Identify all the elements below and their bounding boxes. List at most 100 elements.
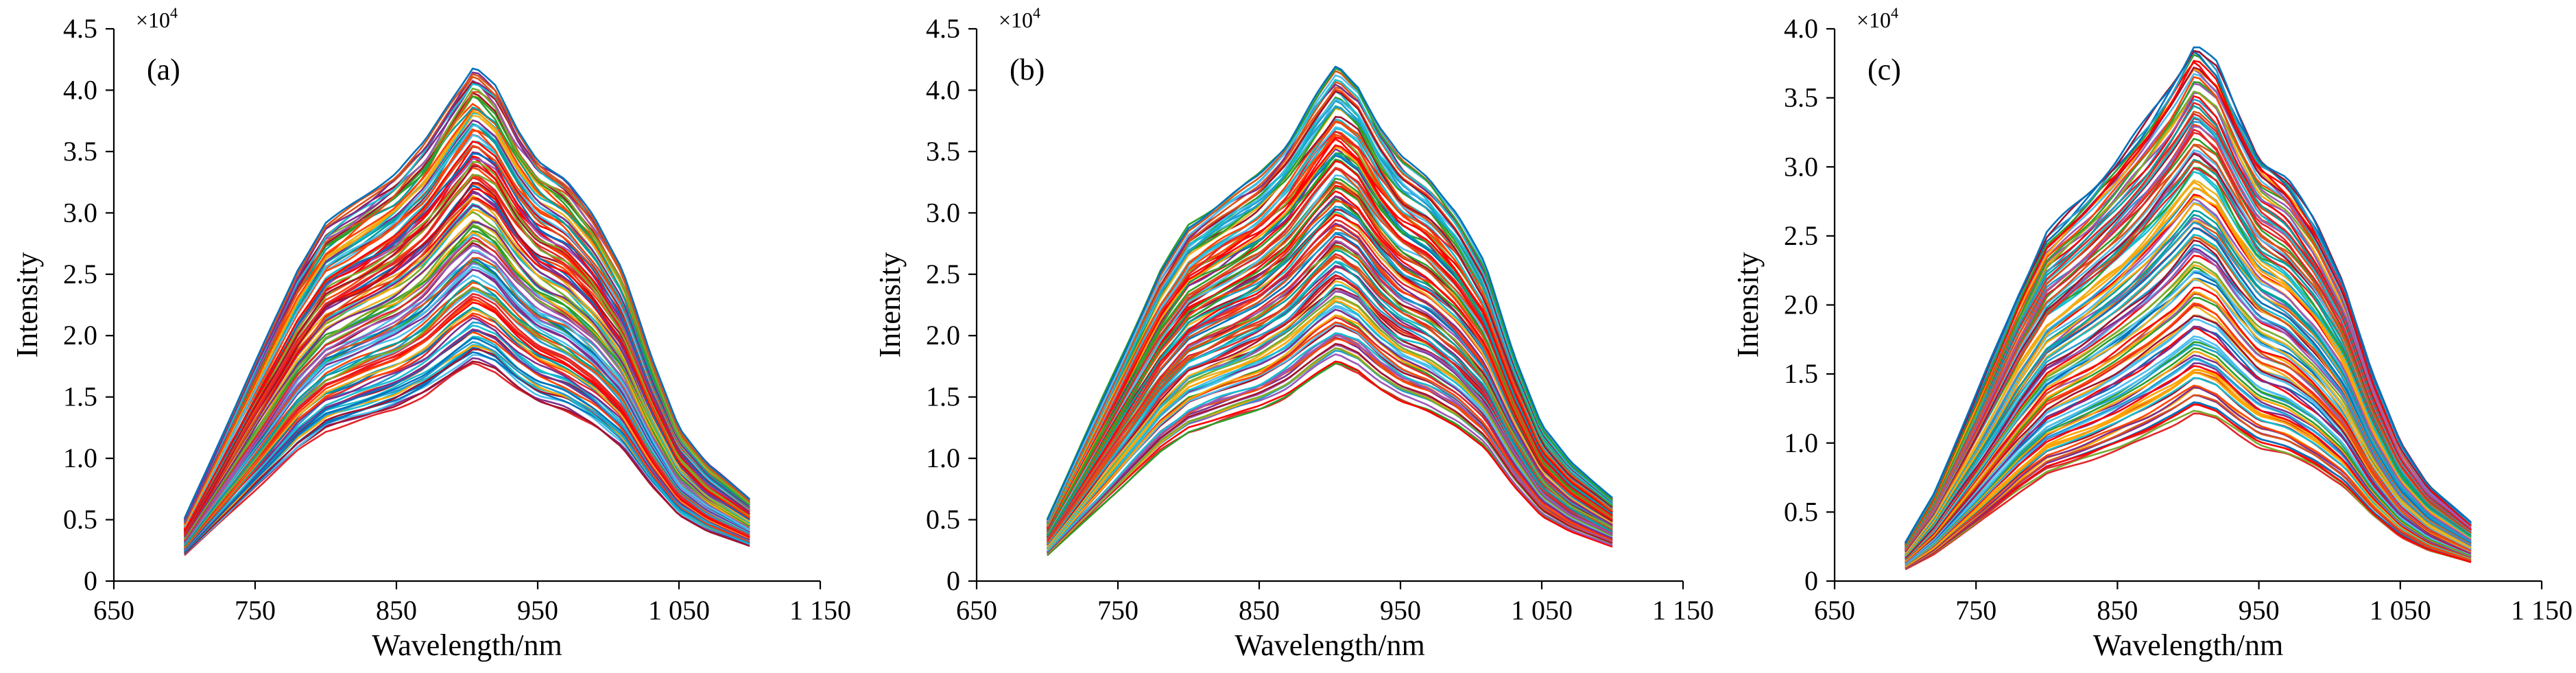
chart-panel-b: 650 750 850 950 1 050 1 150 0 0.5 1.0 1.5 2.0 2.5 3.… — [873, 4, 1714, 662]
y-tick-label: 4.0 — [926, 74, 960, 105]
spectrum-line — [1905, 351, 2472, 566]
y-tick-label: 0.5 — [1784, 496, 1818, 527]
x-tick-label: 750 — [1097, 595, 1138, 626]
spectrum-line — [1905, 302, 2472, 563]
y-multiplier-exponent: 4 — [170, 4, 178, 21]
x-tick-label: 650 — [1814, 595, 1855, 626]
x-axis-title: Wavelength/nm — [2093, 628, 2284, 662]
spectrum-line — [1905, 347, 2472, 566]
spectrum-line — [1905, 384, 2472, 568]
y-tick-label: 4.5 — [926, 13, 960, 44]
y-axis-title: Intensity — [10, 252, 44, 358]
spectrum-line — [184, 317, 750, 551]
y-tick-label: 3.0 — [1784, 151, 1818, 182]
y-multiplier-base: ×10 — [136, 8, 170, 32]
y-tick-label: 2.5 — [63, 259, 97, 290]
spectrum-line — [183, 219, 750, 537]
chart-panel-c: 650 750 850 950 1 050 1 150 0 0.5 1.0 1.5 2.0 2.5 3.… — [1731, 4, 2573, 662]
x-tick-label: 950 — [1380, 595, 1421, 626]
x-tick-label: 950 — [517, 595, 558, 626]
y-multiplier-exponent: 4 — [1033, 4, 1040, 21]
spectrum-line — [1905, 357, 2472, 567]
spectrum-line — [1046, 247, 1613, 540]
spectra-group — [183, 67, 750, 556]
panel-label-a: (a) — [147, 53, 180, 86]
y-tick-label: 0 — [1804, 565, 1818, 596]
spectrum-line — [1905, 365, 2472, 567]
spectrum-line — [184, 309, 750, 549]
panel-label-b: (b) — [1010, 53, 1045, 86]
y-tick-label: 2.5 — [1784, 220, 1818, 251]
spectrum-line — [1905, 403, 2472, 569]
y-tick-label: 0.5 — [926, 504, 960, 535]
y-tick-label: 1.0 — [926, 442, 960, 473]
y-multiplier-label: ×104 — [999, 4, 1040, 32]
y-tick-label: 1.0 — [63, 442, 97, 473]
x-tick-label: 1 050 — [1511, 595, 1573, 626]
spectra-group — [1904, 46, 2472, 571]
x-tick-label: 1 150 — [789, 595, 851, 626]
y-tick-label: 3.5 — [1784, 82, 1818, 113]
x-tick-label: 850 — [2097, 595, 2138, 626]
x-tick-label: 950 — [2239, 595, 2280, 626]
y-tick-label: 0.5 — [63, 504, 97, 535]
spectrum-line — [1047, 347, 1613, 554]
spectrum-line — [1904, 46, 2472, 543]
x-tick-label: 850 — [1239, 595, 1280, 626]
y-tick-label: 0 — [946, 565, 960, 596]
panel-label-c: (c) — [1868, 53, 1901, 86]
y-tick-label: 1.0 — [1784, 427, 1818, 458]
x-tick-label: 1 050 — [2370, 595, 2431, 626]
spectra-group — [1046, 65, 1613, 556]
x-axis-title: Wavelength/nm — [1235, 628, 1425, 662]
x-axis-title: Wavelength/nm — [372, 628, 562, 662]
y-multiplier-base: ×10 — [999, 8, 1033, 32]
y-tick-label: 3.5 — [926, 136, 960, 167]
spectrum-line — [183, 231, 750, 539]
y-tick-label: 1.5 — [926, 381, 960, 412]
spectrum-line — [1905, 387, 2472, 569]
y-multiplier-exponent: 4 — [1891, 4, 1898, 21]
y-tick-label: 4.0 — [63, 74, 97, 105]
spectrum-line — [1047, 360, 1613, 555]
spectrum-line — [1046, 270, 1613, 545]
x-tick-label: 1 050 — [648, 595, 710, 626]
spectrum-line — [1905, 209, 2472, 556]
spectrum-line — [1046, 255, 1613, 543]
y-tick-label: 1.5 — [63, 381, 97, 412]
spectrum-line — [1905, 244, 2472, 558]
spectrum-line — [183, 279, 750, 547]
y-tick-label: 3.0 — [926, 197, 960, 228]
spectrum-line — [183, 67, 750, 519]
x-tick-label: 750 — [1955, 595, 1996, 626]
spectrum-line — [1046, 65, 1613, 521]
spectrum-line — [1905, 372, 2472, 568]
y-multiplier-label: ×104 — [1857, 4, 1898, 32]
y-tick-label: 2.0 — [926, 320, 960, 351]
spectrum-line — [183, 128, 750, 529]
y-tick-label: 3.5 — [63, 136, 97, 167]
y-tick-label: 2.5 — [926, 259, 960, 290]
spectrum-line — [183, 298, 750, 547]
x-tick-label: 650 — [956, 595, 997, 626]
x-tick-label: 850 — [376, 595, 417, 626]
y-tick-label: 2.0 — [63, 320, 97, 351]
y-tick-label: 0 — [84, 565, 97, 596]
x-tick-label: 650 — [93, 595, 134, 626]
y-tick-label: 1.5 — [1784, 358, 1818, 389]
y-axis-title: Intensity — [1731, 252, 1765, 358]
spectrum-line — [1905, 202, 2472, 556]
x-tick-label: 750 — [235, 595, 276, 626]
y-multiplier-label: ×104 — [136, 4, 178, 32]
y-axis-title: Intensity — [873, 252, 907, 358]
y-tick-label: 2.0 — [1784, 290, 1818, 320]
spectrum-line — [1905, 144, 2472, 552]
y-multiplier-base: ×10 — [1857, 8, 1891, 32]
spectrum-line — [184, 328, 750, 552]
spectrum-line — [1905, 261, 2472, 560]
spectrum-line — [1905, 335, 2472, 565]
y-tick-label: 3.0 — [63, 197, 97, 228]
x-tick-label: 1 150 — [2511, 595, 2573, 626]
x-tick-label: 1 150 — [1652, 595, 1714, 626]
